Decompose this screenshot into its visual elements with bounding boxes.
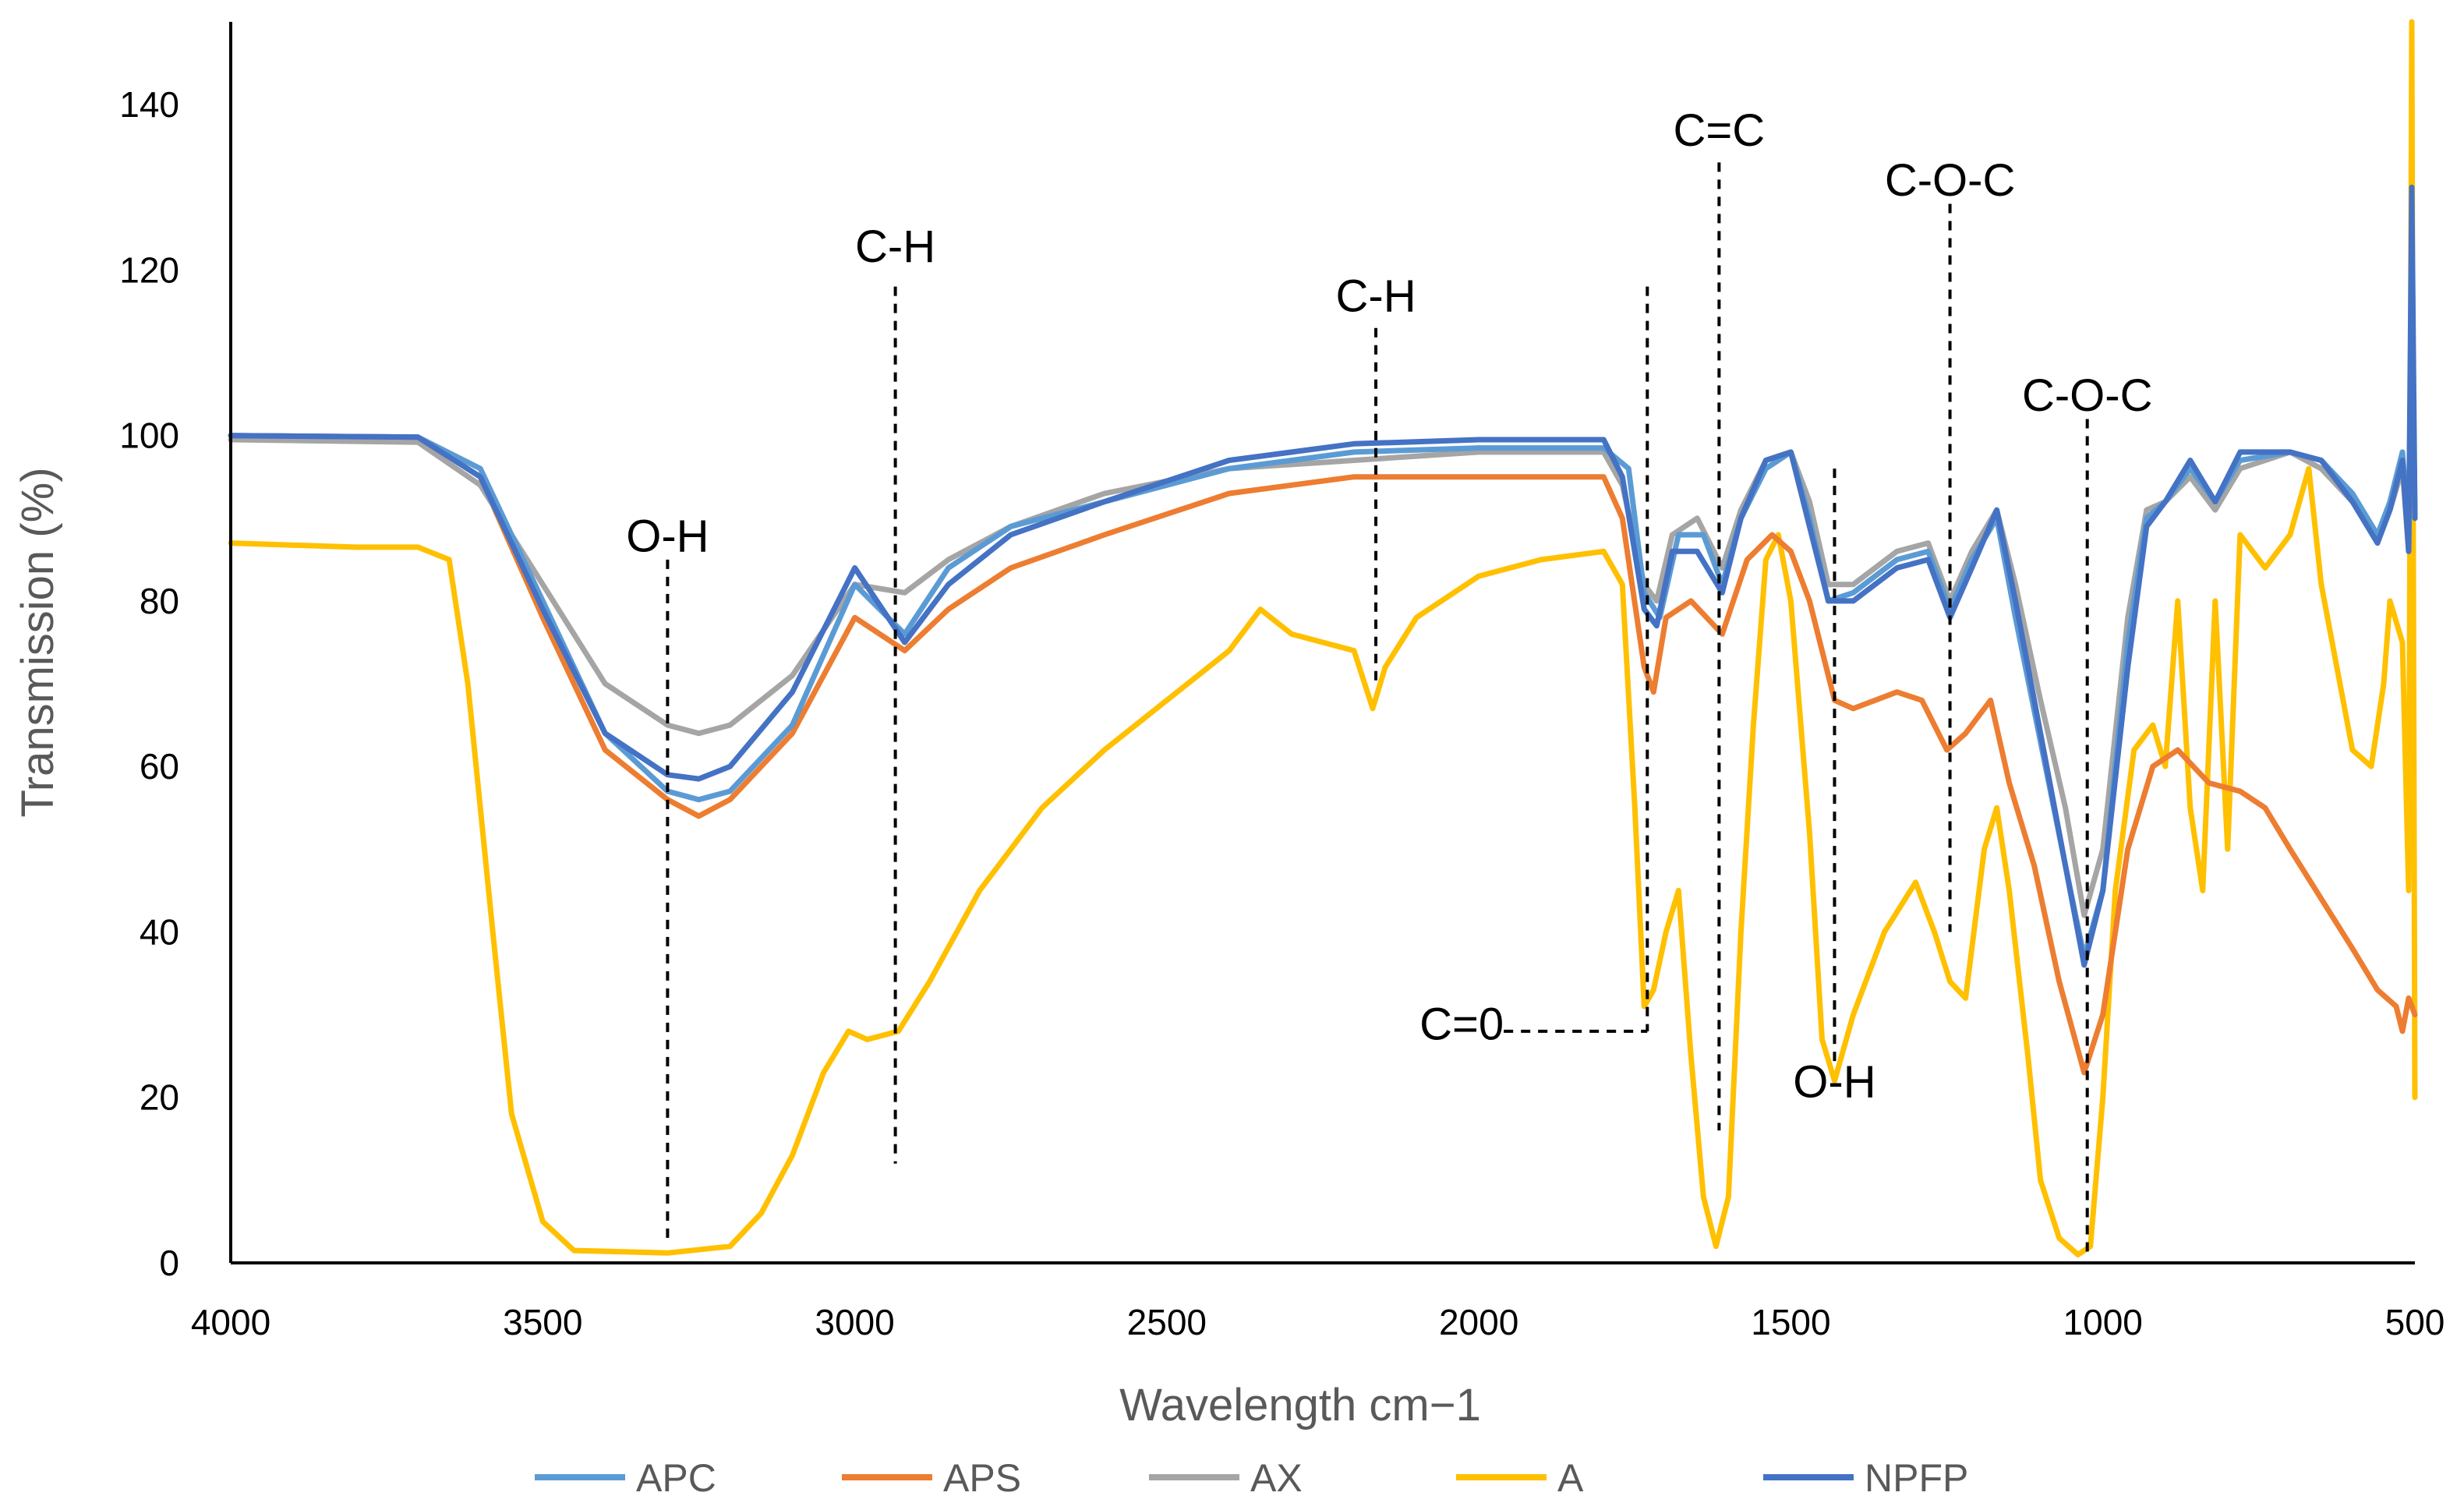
x-axis-title: Wavelength cm−1 <box>1119 1380 1481 1431</box>
annotation-label-c-h: C-H <box>855 221 935 272</box>
x-tick-label: 3000 <box>815 1302 894 1342</box>
y-tick-label: 40 <box>140 911 179 952</box>
y-axis-title: Transmission (%) <box>12 467 63 817</box>
annotation-label-c-o-c: C-O-C <box>1885 155 2016 206</box>
annotation-label-c-o-c: C-O-C <box>2022 370 2153 421</box>
legend-label-a: A <box>1557 1456 1584 1500</box>
y-tick-label: 0 <box>159 1243 179 1283</box>
annotation-label-c-h: C-H <box>1336 271 1416 321</box>
y-tick-label: 100 <box>119 416 179 456</box>
y-tick-label: 120 <box>119 249 179 290</box>
annotation-label-c-c: C=C <box>1674 105 1766 156</box>
y-tick-label: 80 <box>140 581 179 621</box>
legend: APC APS AX A NPFP <box>535 1456 1968 1500</box>
y-tick-label: 60 <box>140 746 179 787</box>
x-tick-label: 2500 <box>1127 1302 1207 1342</box>
x-tick-label: 500 <box>2385 1302 2445 1342</box>
x-tick-label: 1500 <box>1751 1302 1830 1342</box>
y-tick-label: 20 <box>140 1077 179 1118</box>
y-tick-label: 140 <box>119 84 179 125</box>
annotation-label-o-h: O-H <box>1793 1057 1875 1108</box>
legend-label-apc: APC <box>636 1456 716 1500</box>
annotation-label-o-h: O-H <box>626 511 709 561</box>
legend-label-aps: APS <box>943 1456 1021 1500</box>
x-tick-label: 2000 <box>1439 1302 1518 1342</box>
series-line-aps <box>228 433 2418 1076</box>
legend-label-npfp: NPFP <box>1865 1456 1968 1500</box>
series-line-npfp <box>228 184 2418 968</box>
series-line-a <box>228 19 2418 1257</box>
annotation-label-c-0: C=0 <box>1419 999 1504 1049</box>
x-tick-label: 3500 <box>503 1302 582 1342</box>
x-tick-label: 4000 <box>191 1302 270 1342</box>
legend-label-ax: AX <box>1250 1456 1303 1500</box>
x-tick-label: 1000 <box>2063 1302 2143 1342</box>
